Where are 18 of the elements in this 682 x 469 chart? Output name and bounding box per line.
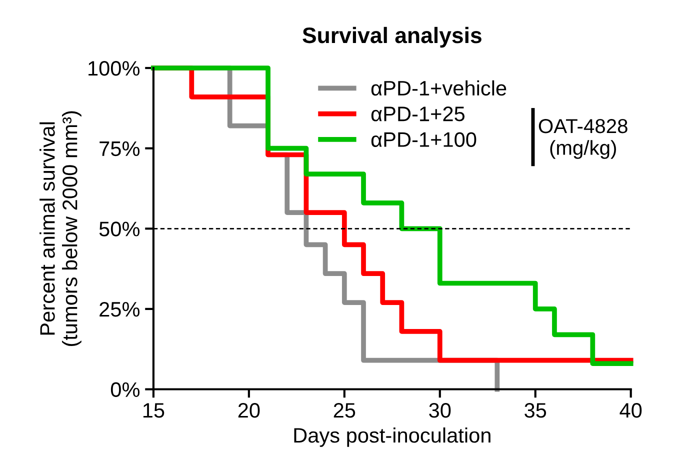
- y-tick-label: 0%: [110, 382, 140, 398]
- y-tick-label: 75%: [100, 141, 140, 156]
- x-tick-label: 40: [620, 403, 642, 418]
- annotation: OAT-4828 (mg/kg): [538, 118, 628, 159]
- y-tick-label: 50%: [99, 222, 140, 236]
- y-tick-label: 25%: [100, 302, 140, 317]
- x-axis-title: Days post-inoculation: [294, 427, 490, 447]
- legend-label: αPD-1+25: [371, 106, 465, 122]
- y-tick-label: 100%: [88, 61, 140, 76]
- x-tick-label: 15: [143, 403, 164, 418]
- legend-label: αPD-1+100: [371, 132, 476, 147]
- x-tick-label: 20: [238, 403, 260, 418]
- x-tick-label: 30: [429, 403, 451, 418]
- x-tick-label: 35: [524, 403, 546, 418]
- chart-title: Survival analysis: [302, 26, 482, 48]
- legend-label: αPD-1+vehicle: [371, 80, 506, 96]
- y-axis-title: Percent animal survival (tumors below 2000 mm³): [40, 111, 82, 346]
- x-tick-label: 25: [334, 403, 356, 418]
